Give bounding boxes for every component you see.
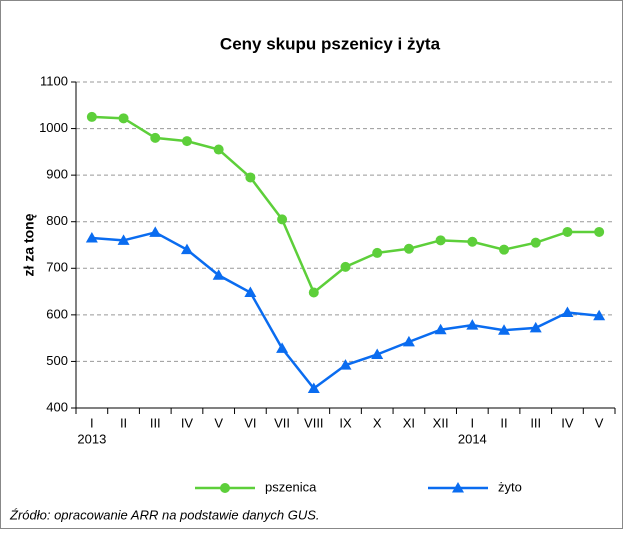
x-tick-label: VI [244,415,256,430]
marker [467,236,478,247]
y-tick-label: 1100 [40,73,68,88]
x-tick-label: I [471,415,475,430]
marker [498,324,511,335]
marker [117,234,130,245]
marker [339,359,352,370]
marker [220,483,230,493]
x-tick-label: XII [433,415,449,430]
source-note: Źródło: opracowanie ARR na podstawie dan… [9,507,320,522]
marker [86,111,97,122]
y-tick-label: 900 [46,167,68,182]
marker [307,382,320,393]
marker [530,237,541,248]
chart-title: Ceny skupu pszenicy i żyta [220,34,441,53]
y-tick-label: 400 [46,399,68,414]
x-tick-label: IX [339,415,352,430]
y-tick-label: 600 [46,306,68,321]
marker [466,319,479,330]
marker [244,286,257,298]
marker [150,132,161,143]
marker [371,348,384,359]
x-tick-label: XI [403,415,415,430]
x-tick-label: V [595,415,604,430]
marker [340,261,351,272]
x-tick-label: V [214,415,223,430]
legend-label: żyto [498,479,522,494]
marker [213,144,224,155]
x-tick-label: IV [181,415,194,430]
marker [594,226,605,237]
x-year-label: 2013 [77,431,106,446]
marker [118,113,129,124]
marker [402,335,415,347]
marker [562,226,573,237]
marker [434,323,447,335]
marker [277,214,288,225]
y-tick-label: 500 [46,353,68,368]
marker [149,226,162,237]
y-tick-label: 800 [46,213,68,228]
marker [181,136,192,147]
marker [276,342,289,353]
marker [593,309,606,321]
marker [529,321,542,333]
marker [180,243,193,255]
x-tick-label: X [373,415,382,430]
x-tick-label: VII [274,415,290,430]
marker [245,172,256,183]
marker [452,482,464,493]
marker [403,243,414,254]
y-tick-label: 1000 [39,120,68,135]
x-tick-label: IV [561,415,574,430]
marker [85,232,98,243]
y-tick-label: 700 [46,260,68,275]
marker [372,247,383,258]
x-year-label: 2014 [458,431,487,446]
x-tick-label: II [500,415,507,430]
y-axis-label: zł za tonę [21,213,37,276]
marker [212,269,225,280]
marker [499,244,510,255]
marker [435,235,446,246]
x-tick-label: VIII [304,415,324,430]
x-tick-label: II [120,415,127,430]
legend-label: pszenica [265,479,317,494]
x-tick-label: III [530,415,541,430]
x-tick-label: I [90,415,94,430]
marker [561,306,574,318]
marker [308,287,319,298]
x-tick-label: III [150,415,161,430]
